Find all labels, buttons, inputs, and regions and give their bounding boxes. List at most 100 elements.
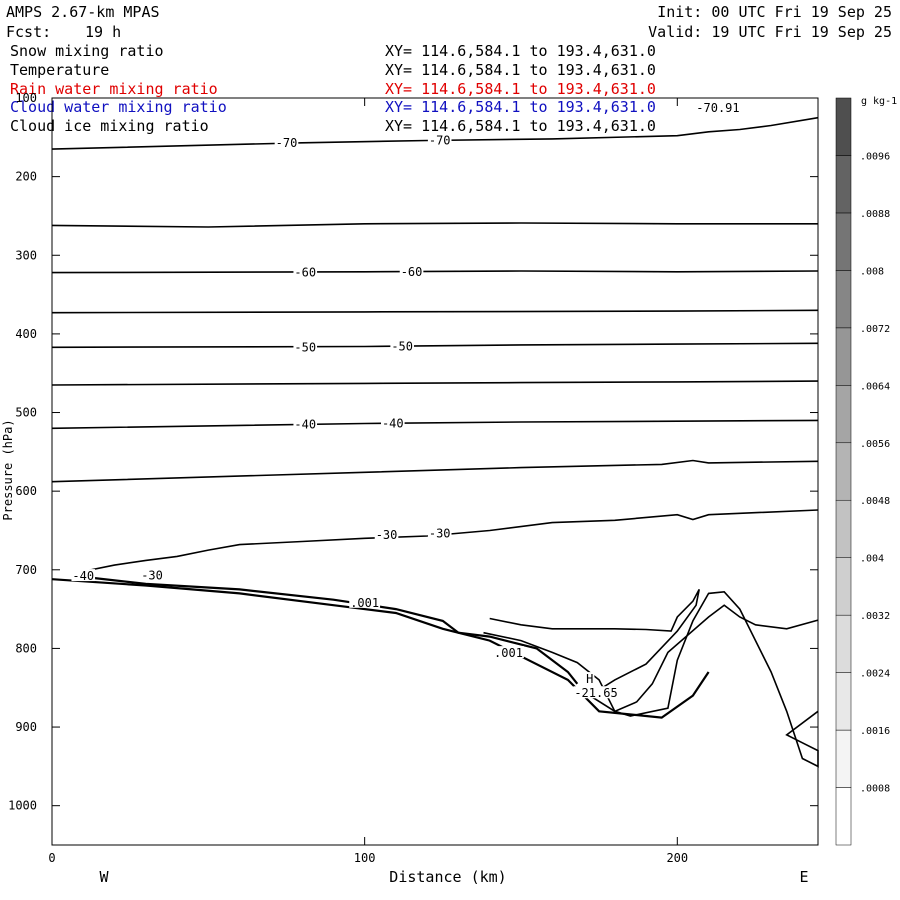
west-label: W [99,868,109,886]
contour-label: -30 [141,568,163,582]
colorbar-swatch [835,155,852,214]
field-name: Snow mixing ratio [10,42,164,60]
colorbar-swatch [835,385,852,444]
valid-time: Valid: 19 UTC Fri 19 Sep 25 [648,23,892,41]
field-xy: XY= 114.6,584.1 to 193.4,631.0 [385,61,656,79]
contour-line [51,270,819,274]
field-legend: Snow mixing ratio XY= 114.6,584.1 to 193… [10,42,656,135]
contour-label-bg [274,135,299,148]
field-xy: XY= 114.6,584.1 to 193.4,631.0 [385,98,656,116]
y-tick-label: 300 [15,248,37,262]
colorbar-tick-label: .0072 [860,324,890,335]
contour-label-bg [573,686,619,699]
contour-label: -40 [72,569,94,583]
contour-line [51,459,819,483]
contour-label-bg [380,416,405,429]
y-tick-label: 100 [15,91,37,105]
model-title: AMPS 2.67-km MPAS [6,3,160,21]
contour-line [76,575,579,685]
colorbar-swatch [835,442,852,501]
colorbar-swatch [835,270,852,329]
x-axis-title: Distance (km) [389,868,506,886]
east-label: E [799,868,808,886]
plot-frame [51,97,819,846]
contour-label: -40 [294,417,316,431]
contour-line [489,589,819,713]
forecast-hours: 19 h [85,23,121,41]
colorbar-tick-label: .004 [860,554,884,565]
contour-label: .001 [350,596,379,610]
contour-label-bg [349,595,381,608]
contour-line [51,342,819,349]
colorbar-tick-label: .0048 [860,496,890,507]
contour-label: -30 [429,527,451,541]
y-tick-label: 900 [15,720,37,734]
y-tick-label: 200 [15,170,37,184]
y-tick-label: 700 [15,563,37,577]
colorbar-swatch [835,614,852,673]
contour-labels: -70 -70 -70.91 -60 -60 -50 -50 -40 -40 -30 -30 -30 -… [71,101,741,700]
contour-label: -60 [401,265,423,279]
y-axis-title: Pressure (hPa) [1,419,15,520]
colorbar-swatch [835,557,852,616]
colorbar-swatch [835,327,852,386]
colorbar-tick-label: .0056 [860,439,890,450]
contour-line [51,578,710,719]
y-tick-label: 600 [15,484,37,498]
contour-label-bg [585,672,595,685]
contour-label-bg [427,526,452,539]
colorbar-tick-label: .0016 [860,726,890,737]
contour-label-bg [695,101,741,114]
forecast-label: Fcst: [6,23,51,41]
field-name: Cloud water mixing ratio [10,98,227,116]
field-xy: XY= 114.6,584.1 to 193.4,631.0 [385,117,656,135]
colorbar-swatch [835,672,852,731]
colorbar: .0008 .0016 .0024 .0032 .004 .0048 .0056 .0064.… [835,97,890,846]
colorbar-tick-label: .0096 [860,151,890,162]
y-tick-label: 800 [15,641,37,655]
contour-label: -30 [376,528,398,542]
field-name: Rain water mixing ratio [10,80,218,98]
contour-label-bg [427,133,452,146]
contour-label-bg [390,339,414,352]
temperature-contours [51,116,819,768]
contour-label: -40 [382,417,404,431]
contour-label-bg [293,265,318,278]
field-xy: XY= 114.6,584.1 to 193.4,631.0 [385,80,656,98]
x-tick-label: 200 [666,851,688,865]
contour-label-bg [293,417,318,430]
colorbar-swatch [835,499,852,558]
contour-line [51,222,818,228]
contour-label: -70.91 [696,101,739,115]
contour-line [51,116,819,150]
contour-label: -70 [276,136,298,150]
contour-line [483,590,819,768]
contour-line [51,380,819,386]
axes: 100 200 300 400 500 600 700 800 900 1000 0 100 200 [8,91,818,865]
colorbar-tick-label: .0032 [860,611,890,622]
contour-label: -50 [391,339,413,353]
colorbar-swatch [835,212,852,271]
colorbar-tick-label: .0024 [860,669,890,680]
contour-line [83,509,819,573]
x-tick-label: 100 [354,851,376,865]
contour-label: -50 [294,340,316,354]
contour-label: H [586,672,593,686]
contour-label-bg [493,646,524,659]
contour-label-bg [293,340,318,353]
contour-label-bg [71,569,96,582]
contour-line [51,309,819,314]
contour-label-bg [140,568,164,581]
contour-label: -60 [294,266,316,280]
y-tick-label: 500 [15,406,37,420]
x-tick-label: 0 [48,851,55,865]
field-name: Cloud ice mixing ratio [10,117,209,135]
colorbar-swatch [835,787,852,846]
contour-label-bg [374,528,399,541]
colorbar-tick-label: .0088 [860,209,890,220]
colorbar-swatch [835,97,852,156]
contour-label-bg [399,264,424,277]
field-name: Temperature [10,61,109,79]
contour-label: -21.65 [574,686,617,700]
